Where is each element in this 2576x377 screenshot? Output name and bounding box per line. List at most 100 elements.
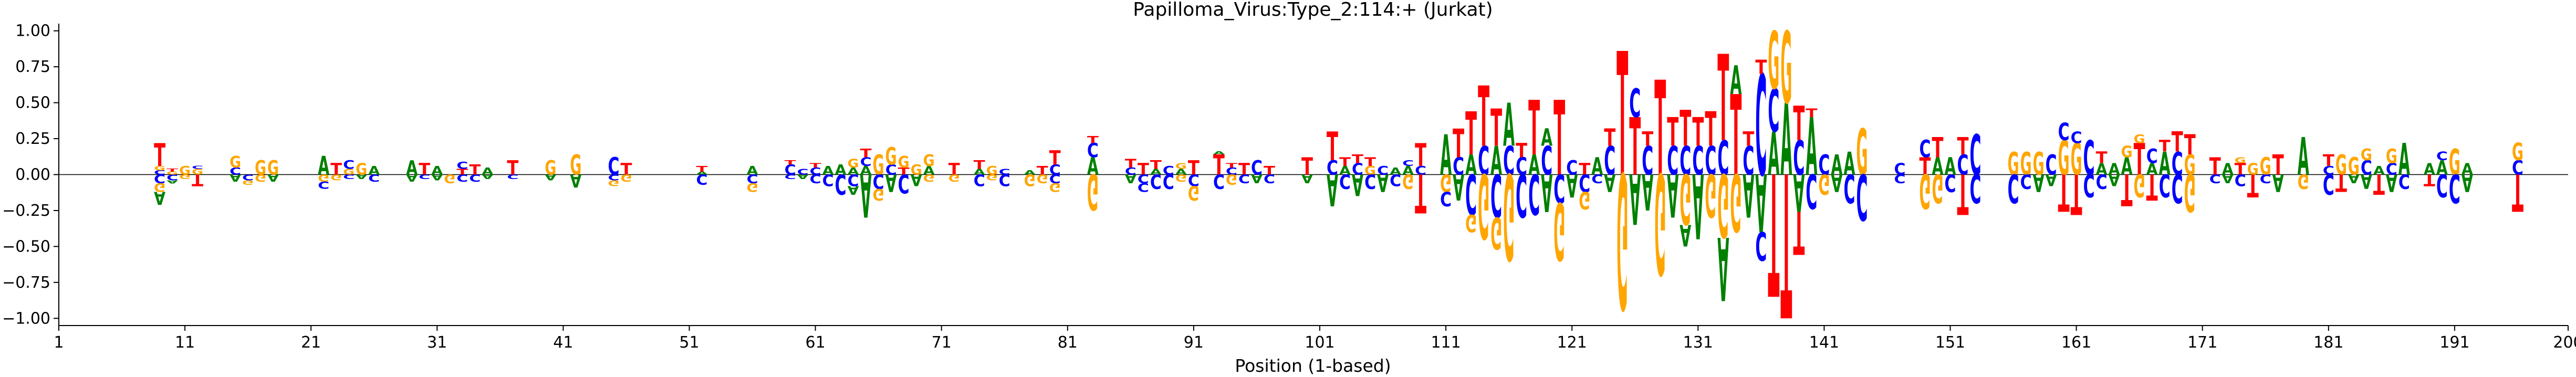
- logo-letter-G: G: [1705, 160, 1716, 229]
- y-tick-label: −0.50: [2, 237, 50, 256]
- logo-letter-G: G: [179, 173, 191, 180]
- logo-letter-T: T: [1238, 160, 1250, 179]
- logo-letter-G: G: [1616, 130, 1628, 345]
- logo-letter-T: T: [1919, 153, 1931, 181]
- logo-letter-A: A: [1440, 124, 1452, 188]
- logo-letter-T: T: [2096, 149, 2108, 167]
- logo-letter-C: C: [1188, 170, 1200, 188]
- logo-letter-G: G: [2008, 145, 2019, 182]
- x-tick-label: 41: [553, 333, 573, 352]
- logo-letter-C: C: [608, 173, 619, 182]
- x-tick-label: 101: [1305, 333, 1334, 352]
- x-tick-label: 181: [2313, 333, 2343, 352]
- logo-letter-A: A: [267, 172, 279, 184]
- logo-letter-C: C: [2361, 156, 2372, 180]
- logo-letter-C: C: [192, 165, 203, 170]
- logo-letter-A: A: [747, 164, 758, 177]
- logo-letter-A: A: [1465, 149, 1477, 181]
- logo-letter-G: G: [267, 156, 279, 180]
- logo-letter-C: C: [230, 165, 241, 177]
- logo-letter-G: G: [255, 172, 266, 183]
- logo-letter-G: G: [1768, 16, 1779, 107]
- logo-letter-G: G: [545, 156, 556, 180]
- logo-letter-C: C: [1339, 170, 1351, 193]
- x-axis-title: Position (1-based): [1235, 355, 1391, 376]
- logo-letter-C: C: [154, 170, 165, 176]
- logo-letter-G: G: [330, 172, 342, 181]
- logo-letter-A: A: [1629, 158, 1641, 238]
- logo-letter-G: G: [2121, 143, 2133, 161]
- logo-letter-A: A: [1831, 169, 1842, 197]
- logo-letter-A: A: [2424, 160, 2435, 179]
- logo-letter-G: G: [154, 180, 165, 194]
- logo-letter-A: A: [2109, 160, 2120, 179]
- logo-letter-C: C: [1793, 131, 1805, 186]
- logo-letter-C: C: [1402, 159, 1414, 168]
- logo-letter-A: A: [860, 164, 872, 177]
- logo-letter-G: G: [2184, 162, 2196, 222]
- logo-letter-C: C: [1516, 160, 1527, 229]
- logo-letter-A: A: [2109, 171, 2120, 189]
- logo-letter-G: G: [444, 172, 455, 185]
- logo-letter-T: T: [620, 160, 632, 179]
- logo-letter-A: A: [1591, 153, 1603, 181]
- x-tick-label: 11: [175, 333, 195, 352]
- logo-letter-G: G: [1478, 153, 1489, 257]
- logo-letter-T: T: [2146, 166, 2158, 207]
- logo-letter-G: G: [885, 143, 897, 170]
- logo-letter-T: T: [1138, 160, 1150, 179]
- logo-letter-C: C: [797, 167, 809, 177]
- logo-letter-C: C: [2436, 150, 2448, 163]
- logo-letter-G: G: [1717, 154, 1729, 255]
- chart-title: Papilloma_Virus:Type_2:114:+ (Jurkat): [1133, 0, 1493, 20]
- logo-letter-A: A: [1528, 149, 1540, 181]
- x-tick-label: 171: [2187, 333, 2217, 352]
- logo-letter-G: G: [255, 156, 266, 180]
- logo-letter-C: C: [696, 171, 708, 187]
- y-tick-label: −0.75: [2, 274, 50, 292]
- x-tick-label: 31: [427, 333, 447, 352]
- logo-letter-C: C: [2046, 150, 2057, 182]
- logo-letter-G: G: [2184, 149, 2196, 181]
- logo-letter-A: A: [1793, 162, 1805, 222]
- logo-letter-A: A: [1780, 83, 1792, 198]
- logo-letter-T: T: [2058, 162, 2070, 221]
- logo-letter-C: C: [1364, 170, 1376, 193]
- logo-letter-A: A: [848, 183, 859, 196]
- logo-letter-A: A: [1453, 166, 1464, 207]
- logo-letter-T: T: [1465, 99, 1477, 169]
- logo-letter-T: T: [2323, 152, 2335, 170]
- logo-letter-C: C: [1465, 161, 1477, 225]
- logo-letter-T: T: [810, 162, 822, 169]
- x-tick-label: 200: [2553, 333, 2576, 352]
- logo-letter-G: G: [1364, 164, 1376, 177]
- logo-letter-C: C: [1478, 139, 1489, 184]
- logo-letter-T: T: [1125, 156, 1136, 171]
- logo-letter-C: C: [2083, 166, 2095, 203]
- logo-letter-A: A: [1390, 165, 1401, 177]
- logo-letter-A: A: [1213, 151, 1225, 155]
- x-tick-label: 191: [2439, 333, 2469, 352]
- logo-letter-T: T: [2184, 130, 2196, 161]
- logo-letter-G: G: [1654, 141, 1666, 301]
- logo-letter-T: T: [1339, 155, 1351, 169]
- logo-letter-C: C: [1970, 124, 1981, 188]
- logo-letter-C: C: [1806, 163, 1817, 218]
- logo-letter-A: A: [1541, 124, 1552, 152]
- logo-letter-C: C: [1894, 172, 1905, 185]
- logo-letter-T: T: [2335, 169, 2347, 196]
- logo-letter-A: A: [2222, 171, 2234, 185]
- logo-letter-C: C: [1049, 172, 1061, 185]
- logo-letter-G: G: [154, 165, 165, 172]
- logo-letter-T: T: [1264, 163, 1275, 177]
- logo-letter-A: A: [166, 180, 178, 184]
- logo-letter-A: A: [2462, 169, 2473, 197]
- logo-letter-T: T: [2512, 162, 2523, 221]
- logo-letter-T: T: [419, 160, 431, 179]
- logo-letter-G: G: [1490, 207, 1502, 257]
- logo-letter-C: C: [1717, 131, 1729, 186]
- logo-letter-G: G: [1920, 163, 1931, 219]
- logo-letter-A: A: [2272, 169, 2284, 197]
- logo-letter-G: G: [192, 167, 203, 176]
- logo-letter-G: G: [986, 164, 998, 177]
